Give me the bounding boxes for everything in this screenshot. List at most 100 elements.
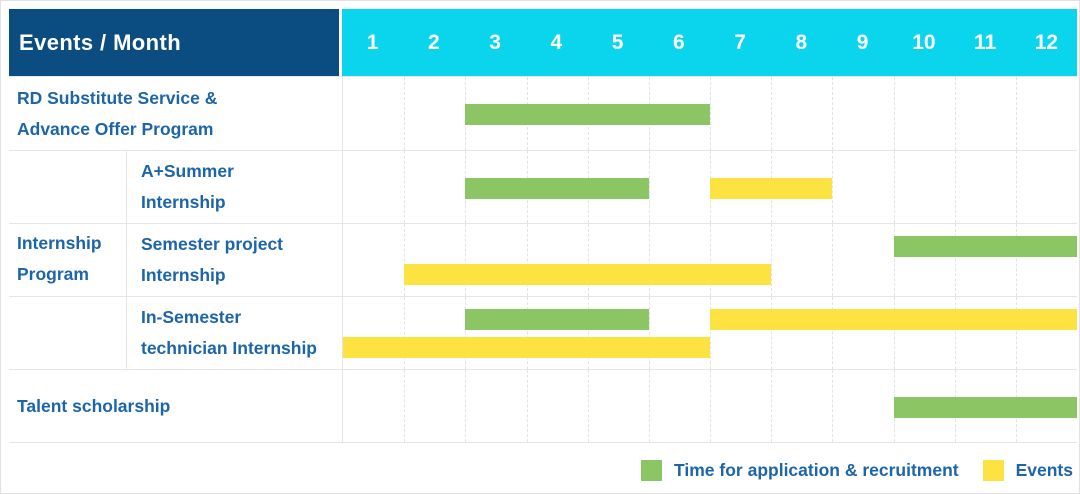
page-title: Events / Month (19, 29, 182, 55)
table-body: RD Substitute Service & Advance Offer Pro… (9, 76, 1077, 443)
group-label-internship-program: Internship Program (9, 149, 126, 368)
month-gridline (893, 77, 895, 150)
month-gridline (648, 151, 650, 223)
month-gridline (1015, 224, 1017, 296)
legend-label: Events (1015, 460, 1073, 480)
bar-yellow (710, 309, 1077, 330)
month-header-cell-9: 9 (856, 30, 869, 54)
month-gridline (648, 224, 650, 296)
label-line: Internship (141, 265, 226, 285)
label-line: Internship (141, 192, 226, 212)
bar-green (893, 397, 1077, 418)
month-gridline (404, 370, 406, 442)
row-label: In-Semester technician Internship (126, 297, 342, 369)
month-gridline (771, 77, 773, 150)
table-row: A+Summer Internship (9, 150, 1077, 223)
row-label: Semester project Internship (126, 224, 342, 296)
month-gridline (893, 151, 895, 223)
month-gridline (832, 224, 834, 296)
month-header-cell-1: 1 (366, 30, 379, 54)
legend: Time for application & recruitment Events (641, 460, 1073, 481)
month-gridline (465, 297, 467, 369)
month-gridline (710, 77, 711, 150)
month-gridline (954, 224, 956, 296)
table-row: Semester project Internship (9, 223, 1077, 296)
header-events-month-cell: Events / Month (9, 9, 339, 76)
month-gridline (710, 297, 711, 369)
month-gridline (587, 297, 589, 369)
month-gridline (710, 224, 711, 296)
month-gridline (404, 77, 406, 150)
yellow-swatch-icon (982, 460, 1004, 481)
row-chart-area (342, 297, 1077, 369)
month-gridline (1015, 297, 1017, 369)
month-gridline (893, 224, 895, 296)
month-gridline (954, 151, 956, 223)
month-gridline (526, 297, 528, 369)
row-label: A+Summer Internship (126, 151, 342, 223)
table-row: In-Semester technician Internship (9, 296, 1077, 369)
month-header-cell-4: 4 (550, 30, 563, 54)
header-divider (339, 9, 342, 76)
month-header-cell-5: 5 (611, 30, 624, 54)
month-gridline (710, 370, 711, 442)
legend-item-yellow: Events (982, 460, 1073, 481)
month-gridline (832, 77, 834, 150)
month-gridline (404, 297, 406, 369)
month-header-cell-7: 7 (734, 30, 746, 54)
label-line: Internship (17, 232, 102, 253)
month-gridline (404, 151, 406, 223)
month-gridline (832, 297, 834, 369)
month-gridline (954, 77, 956, 150)
label-line: Talent scholarship (17, 395, 171, 416)
month-gridline (526, 224, 528, 296)
table-row: Talent scholarship (9, 369, 1077, 442)
header-row: Events / Month 1 2 3 4 5 6 7 8 9 10 11 12 (9, 9, 1077, 76)
label-line: Program (17, 263, 89, 284)
month-header-cell-3: 3 (489, 30, 501, 54)
legend-label: Time for application & recruitment (674, 460, 959, 480)
row-chart-area (342, 370, 1077, 442)
month-gridline (587, 370, 589, 442)
row-label: RD Substitute Service & Advance Offer Pro… (9, 77, 342, 150)
month-gridline (526, 370, 528, 442)
month-gridline (587, 224, 589, 296)
events-table: Events / Month 1 2 3 4 5 6 7 8 9 10 11 12 RD Substi… (9, 9, 1077, 443)
month-gridline (1015, 151, 1017, 223)
month-gridline (465, 224, 467, 296)
legend-item-green: Time for application & recruitment (641, 460, 959, 481)
label-line: Semester project (141, 234, 284, 254)
row-chart-area (342, 77, 1077, 150)
table-row: RD Substitute Service & Advance Offer Pro… (9, 77, 1077, 150)
label-line: A+Summer (141, 161, 234, 181)
month-gridline (832, 370, 834, 442)
bar-green (465, 309, 649, 330)
label-line: RD Substitute Service & (17, 87, 218, 108)
label-line: technician Internship (141, 338, 317, 358)
row-label: Talent scholarship (9, 370, 342, 442)
month-gridline (1015, 77, 1017, 150)
row-chart-area (342, 224, 1077, 296)
month-header-cell-2: 2 (428, 30, 440, 54)
bar-yellow (343, 337, 710, 358)
row-chart-area (342, 151, 1077, 223)
month-gridline (648, 297, 650, 369)
month-gridline (771, 297, 773, 369)
bar-green (465, 178, 649, 199)
bar-yellow (404, 264, 772, 285)
month-gridline (771, 224, 773, 296)
month-header-cell-12: 12 (1034, 30, 1059, 54)
month-gridline (954, 297, 956, 369)
bar-green (893, 236, 1077, 257)
month-header: 1 2 3 4 5 6 7 8 9 10 11 12 (342, 9, 1077, 76)
month-gridline (893, 297, 895, 369)
month-gridline (771, 370, 773, 442)
month-header-cell-8: 8 (795, 30, 808, 54)
month-gridline (465, 370, 467, 442)
month-header-cell-11: 11 (974, 30, 997, 54)
month-header-cell-10: 10 (912, 30, 936, 54)
label-line: In-Semester (141, 307, 242, 327)
bar-yellow (710, 178, 833, 199)
month-gridline (404, 224, 406, 296)
